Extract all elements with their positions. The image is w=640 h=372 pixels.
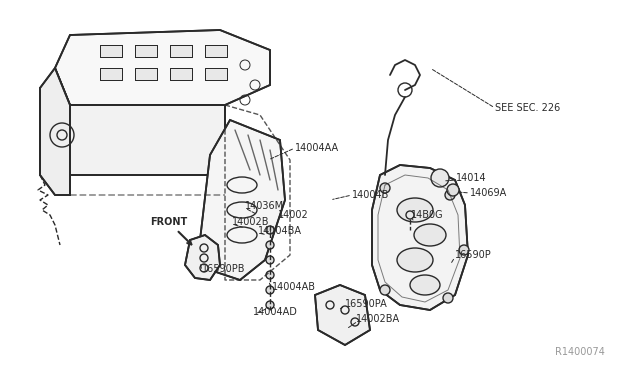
Polygon shape bbox=[70, 105, 225, 175]
Polygon shape bbox=[372, 165, 468, 310]
Text: 14002: 14002 bbox=[278, 210, 308, 220]
Ellipse shape bbox=[397, 248, 433, 272]
Text: 14002BA: 14002BA bbox=[356, 314, 400, 324]
Circle shape bbox=[459, 245, 469, 255]
Text: 16590PB: 16590PB bbox=[202, 264, 246, 274]
Text: 14004B: 14004B bbox=[352, 190, 389, 200]
Text: 14B0G: 14B0G bbox=[411, 210, 444, 220]
Circle shape bbox=[266, 286, 274, 294]
Polygon shape bbox=[135, 45, 157, 57]
Text: R1400074: R1400074 bbox=[555, 347, 605, 357]
Text: 14069A: 14069A bbox=[470, 188, 508, 198]
Circle shape bbox=[266, 241, 274, 249]
Text: FRONT: FRONT bbox=[150, 217, 191, 244]
Polygon shape bbox=[200, 120, 285, 280]
Text: 16590P: 16590P bbox=[455, 250, 492, 260]
Text: 14004BA: 14004BA bbox=[258, 226, 302, 236]
Text: 14002B: 14002B bbox=[232, 217, 269, 227]
Text: 14004AA: 14004AA bbox=[295, 143, 339, 153]
Ellipse shape bbox=[410, 275, 440, 295]
Circle shape bbox=[443, 293, 453, 303]
Ellipse shape bbox=[414, 224, 446, 246]
Polygon shape bbox=[100, 68, 122, 80]
Circle shape bbox=[380, 285, 390, 295]
Circle shape bbox=[380, 183, 390, 193]
Polygon shape bbox=[185, 235, 220, 280]
Polygon shape bbox=[135, 68, 157, 80]
Circle shape bbox=[266, 256, 274, 264]
Polygon shape bbox=[40, 68, 70, 195]
Circle shape bbox=[431, 169, 449, 187]
Polygon shape bbox=[100, 45, 122, 57]
Text: 14036M: 14036M bbox=[245, 201, 284, 211]
Circle shape bbox=[266, 226, 274, 234]
Polygon shape bbox=[170, 68, 192, 80]
Circle shape bbox=[447, 184, 459, 196]
Text: 14004AD: 14004AD bbox=[253, 307, 298, 317]
Circle shape bbox=[266, 301, 274, 309]
Text: 14004AB: 14004AB bbox=[272, 282, 316, 292]
Circle shape bbox=[445, 190, 455, 200]
Text: SEE SEC. 226: SEE SEC. 226 bbox=[495, 103, 560, 113]
Polygon shape bbox=[170, 45, 192, 57]
Polygon shape bbox=[205, 68, 227, 80]
Text: 14014: 14014 bbox=[456, 173, 486, 183]
Polygon shape bbox=[55, 30, 270, 105]
Polygon shape bbox=[315, 285, 370, 345]
Circle shape bbox=[266, 271, 274, 279]
Polygon shape bbox=[205, 45, 227, 57]
Ellipse shape bbox=[397, 198, 433, 222]
Text: 16590PA: 16590PA bbox=[345, 299, 388, 309]
